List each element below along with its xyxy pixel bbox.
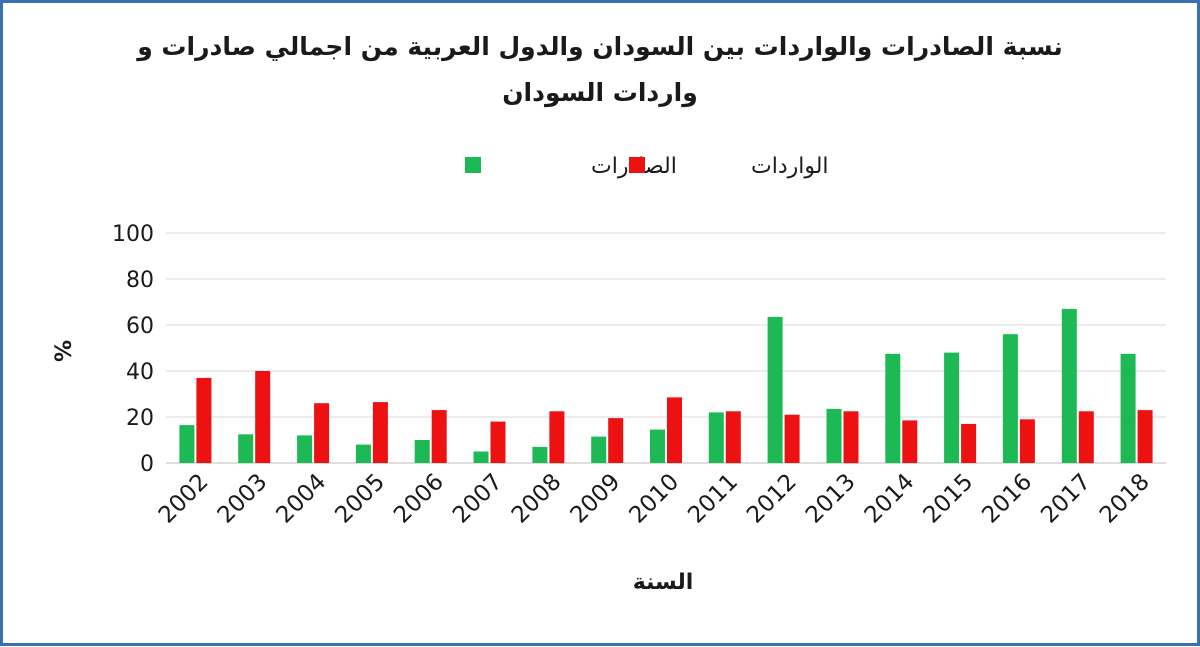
bar-imports-2008 [549,411,565,464]
x-tick-label-2007: 2007 [448,469,508,529]
bar-imports-2013 [843,411,859,464]
bar-imports-2007 [490,421,506,463]
y-tick-label: 20 [126,406,154,431]
bar-imports-2003 [255,371,271,463]
bar-exports-2016 [1002,334,1018,463]
y-axis-ticks: 0 20 40 60 80 100 [112,222,154,477]
bar-imports-2014 [902,420,918,463]
gridlines [166,232,1166,464]
y-tick-label: 100 [112,222,154,247]
bar-exports-2017 [1061,308,1077,463]
y-tick-label: 40 [126,360,154,385]
bar-exports-2014 [885,353,901,464]
x-tick-label-2017: 2017 [1036,469,1096,529]
bar-imports-2015 [961,423,977,463]
chart-title-line-1: نسبة الصادرات والواردات بين السودان والد… [135,32,1063,62]
bar-imports-2005 [372,402,388,463]
bar-exports-2002 [179,425,195,463]
bar-imports-2006 [431,410,447,463]
bar-imports-2018 [1137,410,1153,463]
x-tick-label-2011: 2011 [683,469,743,529]
x-tick-label-2003: 2003 [213,469,273,529]
x-tick-label-2012: 2012 [742,469,802,529]
x-tick-label-2006: 2006 [389,469,449,529]
x-tick-label-2002: 2002 [154,469,214,529]
legend-swatch-exports [465,157,481,173]
x-tick-label-2015: 2015 [919,469,979,529]
bar-imports-2017 [1078,411,1094,464]
y-tick-label: 0 [140,452,154,477]
bar-imports-2011 [725,411,741,464]
bar-exports-2006 [414,440,430,463]
bar-exports-2003 [238,434,254,464]
x-axis-ticks: 2002 2003 2004 2005 2006 2007 2008 2009 2010 2011… [154,469,1155,529]
chart-title-line-2: واردات السودان [502,78,698,108]
legend-label-imports: الواردات [751,154,829,179]
bar-exports-2012 [767,316,783,463]
bar-exports-2015 [944,352,960,463]
x-tick-label-2014: 2014 [860,469,920,529]
bar-exports-2009 [591,436,607,463]
x-tick-label-2009: 2009 [566,469,626,529]
bar-chart: نسبة الصادرات والواردات بين السودان والد… [52,32,1166,595]
bar-exports-2010 [650,429,665,463]
bar-exports-2011 [708,412,724,463]
x-tick-label-2010: 2010 [624,469,684,529]
bar-exports-2007 [473,451,489,463]
y-tick-label: 60 [126,314,154,339]
bar-imports-2010 [667,397,682,463]
x-tick-label-2008: 2008 [507,469,567,529]
bar-exports-2004 [297,435,313,463]
y-axis-label: % [52,340,77,362]
bar-exports-2018 [1120,353,1136,464]
x-tick-label-2004: 2004 [272,469,332,529]
bar-imports-2002 [196,377,212,463]
x-tick-label-2018: 2018 [1095,469,1155,529]
x-tick-label-2016: 2016 [977,469,1037,529]
bar-imports-2012 [784,414,800,463]
legend: الصادرات الواردات [465,154,829,179]
legend-swatch-imports [629,157,645,173]
x-tick-label-2013: 2013 [801,469,861,529]
bar-imports-2016 [1019,419,1035,463]
bar-imports-2009 [608,418,624,463]
y-tick-label: 80 [126,268,154,293]
bar-exports-2005 [355,444,371,463]
bars [179,308,1153,464]
bar-exports-2013 [826,408,842,463]
bar-exports-2008 [532,446,548,463]
bar-imports-2004 [314,403,330,463]
x-tick-label-2005: 2005 [330,469,390,529]
x-axis-label: السنة [633,570,694,595]
